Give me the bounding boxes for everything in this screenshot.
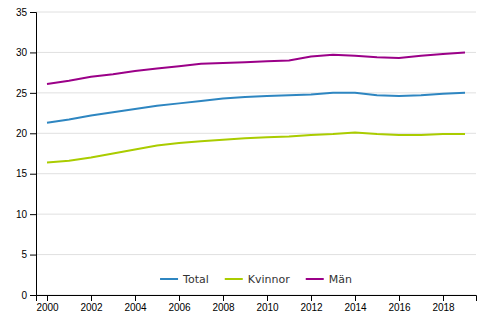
tick-label: 5: [21, 249, 27, 260]
grid-line: [36, 133, 476, 134]
tick: 25: [16, 88, 36, 99]
tick-mark: [355, 295, 356, 301]
series-line: [47, 52, 465, 84]
legend-swatch: [160, 278, 178, 280]
y-axis: 0 5 10 15 20 25 30 35: [16, 7, 37, 301]
tick: 35: [16, 7, 36, 18]
tick-label: 25: [16, 88, 28, 99]
tick-mark: [91, 295, 92, 301]
tick-mark: [30, 133, 36, 134]
tick-label: 2006: [168, 302, 191, 313]
tick-mark: [30, 12, 36, 13]
grid-line: [36, 173, 476, 174]
x-axis: 2000 2002 2004 2006 2008 2010 2012 2014 2016 2018: [36, 295, 476, 313]
tick-mark: [30, 93, 36, 94]
tick-label: 35: [16, 7, 28, 18]
legend-item: Män: [306, 273, 352, 286]
tick-label: 2008: [212, 302, 235, 313]
tick-label: 2000: [36, 302, 59, 313]
tick: 2008: [212, 295, 235, 313]
legend-item: Total: [160, 273, 209, 286]
tick-mark: [30, 214, 36, 215]
legend: Total Kvinnor Män: [160, 273, 352, 286]
tick: 10: [16, 209, 36, 220]
tick-mark: [179, 295, 180, 301]
chart: 2000200220042006200820102012201420162018…: [0, 0, 492, 321]
tick-mark: [267, 295, 268, 301]
tick-label: 30: [16, 47, 28, 58]
grid-line: [36, 12, 476, 13]
tick: 2002: [80, 295, 103, 313]
grid-line: [36, 254, 476, 255]
tick-label: 20: [16, 128, 28, 139]
tick-label: 2010: [256, 302, 279, 313]
tick: 2018: [432, 295, 455, 313]
tick-label: 0: [21, 290, 27, 301]
series-line: [47, 93, 465, 123]
axis-line: [37, 296, 477, 302]
grid-line: [36, 52, 476, 53]
tick-label: 2002: [80, 302, 103, 313]
tick: 2014: [344, 295, 367, 313]
tick: 20: [16, 128, 36, 139]
tick: 2010: [256, 295, 279, 313]
tick: 2012: [300, 295, 323, 313]
tick: 0: [21, 290, 36, 301]
tick-label: 10: [16, 209, 28, 220]
tick-mark: [47, 295, 48, 301]
grid-line: [36, 214, 476, 215]
legend-label: Kvinnor: [248, 273, 290, 286]
tick-label: 2016: [388, 302, 411, 313]
tick: 2006: [168, 295, 191, 313]
grid-line: [36, 92, 476, 93]
legend-swatch: [306, 278, 324, 280]
tick-mark: [30, 174, 36, 175]
series-line: [47, 132, 465, 162]
tick-mark: [30, 255, 36, 256]
tick: 2000: [36, 295, 59, 313]
legend-swatch: [225, 278, 243, 280]
tick-mark: [311, 295, 312, 301]
tick: 2004: [124, 295, 147, 313]
legend-item: Kvinnor: [225, 273, 290, 286]
tick-mark: [399, 295, 400, 301]
tick: 30: [16, 47, 36, 58]
tick-label: 2014: [344, 302, 367, 313]
tick-label: 15: [16, 168, 28, 179]
tick-label: 2018: [432, 302, 455, 313]
tick: 2016: [388, 295, 411, 313]
tick-mark: [135, 295, 136, 301]
tick-mark: [30, 52, 36, 53]
legend-label: Total: [182, 273, 209, 286]
tick-label: 2012: [300, 302, 323, 313]
plot: 2000200220042006200820102012201420162018…: [16, 7, 477, 313]
lines: [47, 52, 465, 162]
tick: 15: [16, 168, 36, 179]
tick: 5: [21, 249, 36, 260]
legend-label: Män: [329, 273, 352, 286]
axis-line: [30, 13, 37, 296]
grid: [36, 12, 476, 295]
tick-label: 2004: [124, 302, 147, 313]
tick-mark: [223, 295, 224, 301]
tick-mark: [30, 295, 36, 296]
tick-mark: [443, 295, 444, 301]
